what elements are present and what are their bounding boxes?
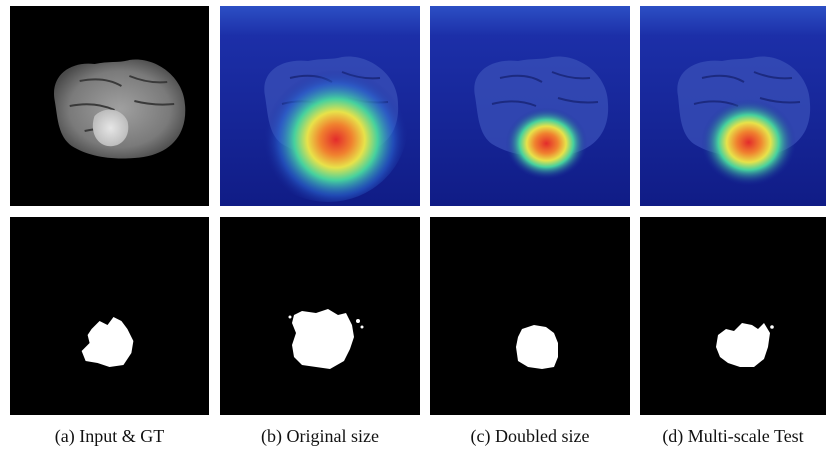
mask-original-size bbox=[220, 217, 420, 415]
heatmap-doubled-size bbox=[430, 6, 630, 206]
heatmap-original-size bbox=[220, 6, 420, 206]
caption-input-gt: (a) Input & GT bbox=[54, 426, 165, 446]
input-mri-image bbox=[10, 6, 209, 206]
caption-original-size: (b) Original size bbox=[261, 426, 379, 446]
mask-multi-scale-test bbox=[640, 217, 826, 415]
caption-multi-scale-test: (d) Multi-scale Test bbox=[662, 426, 804, 446]
heatmap-multi-scale-test bbox=[640, 6, 826, 206]
mask-doubled-size bbox=[430, 217, 630, 415]
ground-truth-mask bbox=[10, 217, 209, 415]
caption-doubled-size: (c) Doubled size bbox=[470, 426, 590, 446]
